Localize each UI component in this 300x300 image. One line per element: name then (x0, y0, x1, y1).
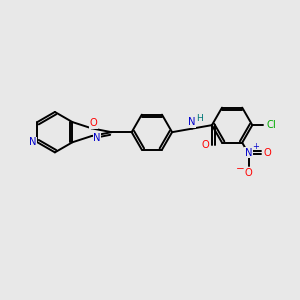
Text: −: − (236, 164, 245, 173)
Text: N: N (93, 133, 101, 142)
Text: O: O (202, 140, 209, 150)
Text: Cl: Cl (267, 120, 277, 130)
Text: N: N (188, 117, 195, 127)
Text: N: N (245, 148, 253, 158)
Text: H: H (196, 114, 203, 123)
Text: O: O (89, 118, 97, 128)
Text: N: N (29, 137, 37, 147)
Text: +: + (253, 142, 260, 152)
Text: O: O (244, 168, 252, 178)
Text: O: O (264, 148, 271, 158)
